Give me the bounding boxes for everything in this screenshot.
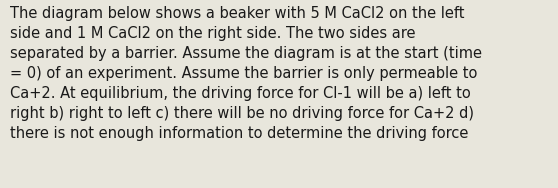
- Text: The diagram below shows a beaker with 5 M CaCl2 on the left
side and 1 M CaCl2 o: The diagram below shows a beaker with 5 …: [10, 6, 482, 141]
